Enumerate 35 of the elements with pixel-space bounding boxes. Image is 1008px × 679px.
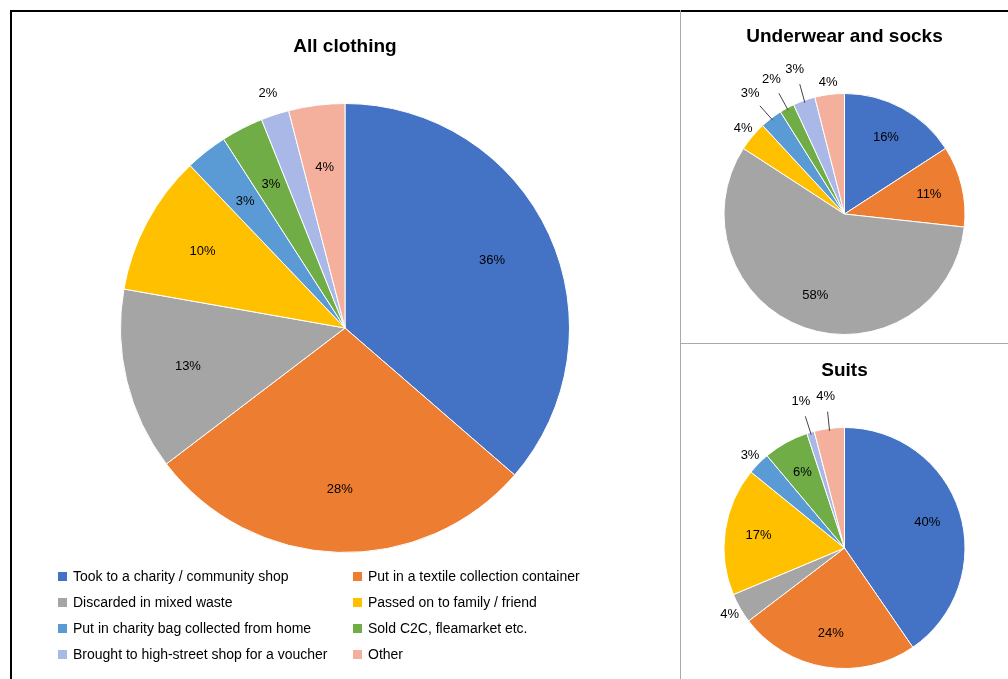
legend-label: Discarded in mixed waste <box>73 594 233 610</box>
data-label: 17% <box>745 527 773 543</box>
legend-label: Other <box>368 646 404 662</box>
chart-title: Underwear and socks <box>745 24 944 48</box>
data-label: 4% <box>816 387 836 403</box>
legend-label: Passed on to family / friend <box>368 594 537 610</box>
data-label: 3% <box>740 85 761 101</box>
data-label: 3% <box>235 192 255 208</box>
data-label: 6% <box>792 463 813 479</box>
data-label: 2% <box>258 84 278 100</box>
chart-title: All clothing <box>292 34 398 58</box>
data-label: 58% <box>802 287 829 303</box>
data-label: 3% <box>740 446 760 462</box>
data-label: 36% <box>479 252 506 268</box>
chart-title: Suits <box>820 358 869 382</box>
data-label: 13% <box>174 357 202 373</box>
legend-label: Put in a textile collection container <box>368 568 580 584</box>
data-label: 4% <box>733 120 753 136</box>
legend-label: Brought to high-street shop for a voucher <box>73 646 328 662</box>
data-label: 4% <box>720 605 740 621</box>
data-label: 24% <box>817 625 845 641</box>
legend-label: Put in charity bag collected from home <box>73 620 312 636</box>
data-label: 16% <box>872 129 900 145</box>
data-label: 1% <box>791 392 811 408</box>
legend-label: Sold C2C, fleamarket etc. <box>368 620 528 636</box>
data-label: 4% <box>818 74 838 90</box>
data-label: 10% <box>189 243 216 259</box>
data-label: 11% <box>916 185 942 201</box>
data-label: 40% <box>914 513 941 529</box>
data-label: 4% <box>315 159 335 175</box>
data-label: 28% <box>326 481 354 497</box>
data-label: 3% <box>261 175 281 191</box>
legend-label: Took to a charity / community shop <box>73 568 289 584</box>
data-label: 3% <box>785 60 805 76</box>
data-label: 2% <box>762 71 782 87</box>
